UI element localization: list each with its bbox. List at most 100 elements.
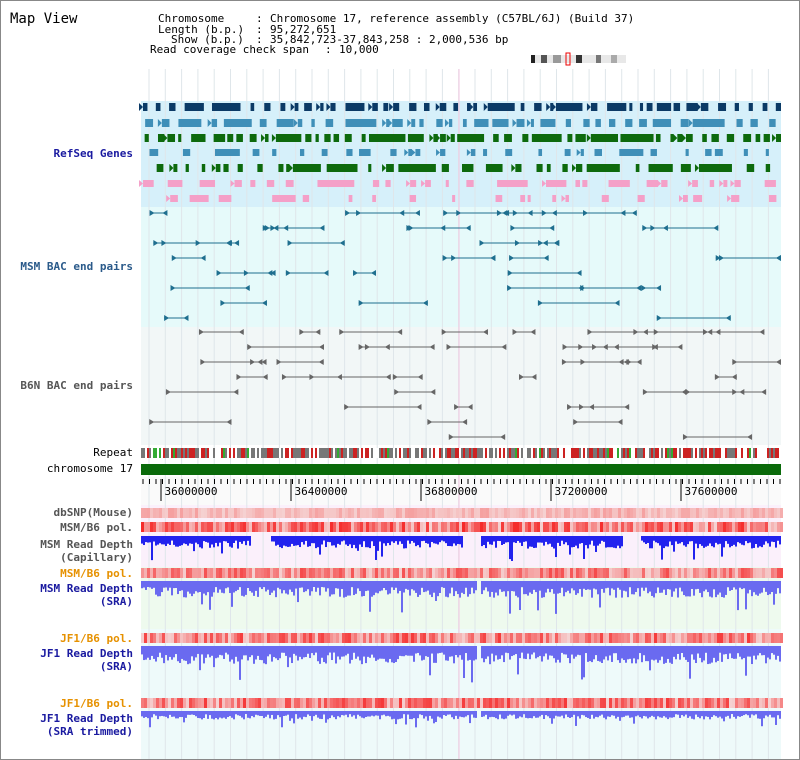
repeat-segment: [293, 448, 295, 458]
track-label-msm-depth-sra[interactable]: MSM Read Depth: [40, 582, 133, 595]
read-depth-bar: [633, 646, 635, 659]
pol-heat-cell: [540, 522, 543, 532]
track-label-dbsnp[interactable]: dbSNP(Mouse): [53, 506, 133, 519]
repeat-segment: [245, 448, 247, 458]
gene-feature: [450, 134, 455, 142]
pol-heat-cell: [288, 508, 291, 518]
read-depth-bar: [233, 646, 235, 664]
pol-heat-cell: [660, 633, 663, 643]
repeat-segment: [263, 448, 265, 458]
track-label-msm-b6-pol-sra[interactable]: MSM/B6 pol.: [60, 567, 133, 580]
read-depth-bar: [267, 581, 269, 590]
read-depth-bar: [497, 536, 499, 541]
pol-heat-cell: [168, 568, 171, 578]
pol-heat-cell: [492, 522, 495, 532]
pol-heat-cell: [408, 633, 411, 643]
pol-heat-cell: [345, 522, 348, 532]
track-label-jf1-depth[interactable]: JF1 Read Depth: [40, 647, 133, 660]
pol-heat-cell: [258, 633, 261, 643]
pol-heat-cell: [261, 698, 264, 708]
track-label-msm-bac[interactable]: MSM BAC end pairs: [20, 260, 133, 273]
bac-end-marker: [617, 419, 623, 425]
gene-feature: [211, 119, 218, 127]
pol-heat-cell: [210, 568, 213, 578]
pol-heat-cell: [663, 698, 666, 708]
read-depth-bar: [729, 536, 731, 548]
track-label-msm-b6-pol[interactable]: MSM/B6 pol.: [60, 521, 133, 534]
pol-heat-cell: [216, 522, 219, 532]
repeat-segment: [195, 448, 197, 458]
repeat-segment: [289, 448, 291, 458]
gene-arrow: [546, 103, 551, 111]
pol-heat-cell: [609, 698, 612, 708]
pol-heat-cell: [546, 568, 549, 578]
repeat-segment: [197, 448, 199, 458]
read-depth-bar: [599, 581, 601, 608]
pol-heat-cell: [489, 633, 492, 643]
read-depth-bar: [249, 711, 251, 719]
pol-heat-cell: [504, 568, 507, 578]
pol-heat-cell: [177, 522, 180, 532]
pol-heat-cell: [720, 698, 723, 708]
pol-heat-cell: [399, 522, 402, 532]
track-label-jf1-trim[interactable]: JF1 Read Depth: [40, 712, 133, 725]
read-depth-bar: [713, 711, 715, 716]
read-depth-bar: [607, 646, 609, 661]
read-depth-bar: [283, 536, 285, 546]
gene-arrow: [157, 119, 162, 127]
track-label-jf1-b6-pol-trim[interactable]: JF1/B6 pol.: [60, 697, 133, 710]
gene-arrow: [404, 149, 409, 156]
read-depth-bar: [399, 536, 401, 542]
pol-heat-cell: [510, 508, 513, 518]
track-label-msm-depth-cap[interactable]: MSM Read Depth: [40, 538, 133, 551]
pol-heat-cell: [600, 568, 603, 578]
read-depth-bar: [363, 646, 365, 657]
track-label-b6n-bac[interactable]: B6N BAC end pairs: [20, 379, 133, 392]
repeat-segment: [471, 448, 473, 458]
pol-heat-cell: [351, 522, 354, 532]
read-depth-bar: [675, 581, 677, 589]
pol-heat-cell: [312, 633, 315, 643]
pol-heat-cell: [393, 508, 396, 518]
pol-heat-cell: [600, 508, 603, 518]
bac-end-marker: [509, 255, 515, 261]
read-depth-bar: [159, 711, 161, 717]
gene-feature: [625, 119, 633, 127]
read-depth-bar: [341, 711, 343, 716]
read-depth-bar: [589, 536, 591, 545]
ruler-tick-label: 37200000: [555, 485, 608, 498]
track-label-jf1-b6-pol[interactable]: JF1/B6 pol.: [60, 632, 133, 645]
read-depth-bar: [497, 646, 499, 660]
read-depth-bar: [595, 711, 597, 717]
pol-heat-cell: [168, 698, 171, 708]
pol-heat-cell: [342, 568, 345, 578]
gene-feature: [522, 134, 529, 142]
read-depth-bar: [545, 711, 547, 716]
bac-end-marker: [233, 389, 239, 395]
pol-heat-cell: [768, 698, 771, 708]
gene-feature: [702, 134, 707, 142]
repeat-segment: [373, 448, 375, 458]
repeat-segment: [405, 448, 407, 458]
read-depth-bar: [695, 536, 697, 544]
pol-heat-cell: [201, 698, 204, 708]
read-depth-bar: [349, 646, 351, 664]
read-depth-bar: [673, 536, 675, 552]
pol-heat-cell: [267, 522, 270, 532]
read-depth-bar: [745, 536, 747, 542]
track-label-refseq[interactable]: RefSeq Genes: [53, 147, 133, 160]
read-depth-bar: [239, 711, 241, 716]
read-depth-bar: [707, 536, 709, 546]
gene-arrow: [679, 195, 684, 202]
read-depth-bar: [499, 536, 501, 542]
repeat-segment: [413, 448, 415, 458]
read-depth-bar: [701, 646, 703, 663]
pol-heat-cell: [285, 698, 288, 708]
read-depth-bar: [467, 646, 469, 661]
repeat-segment: [681, 448, 683, 458]
read-depth-bar: [361, 536, 363, 547]
read-depth-bar: [407, 536, 409, 541]
repeat-segment: [353, 448, 355, 458]
read-depth-bar: [441, 646, 443, 653]
